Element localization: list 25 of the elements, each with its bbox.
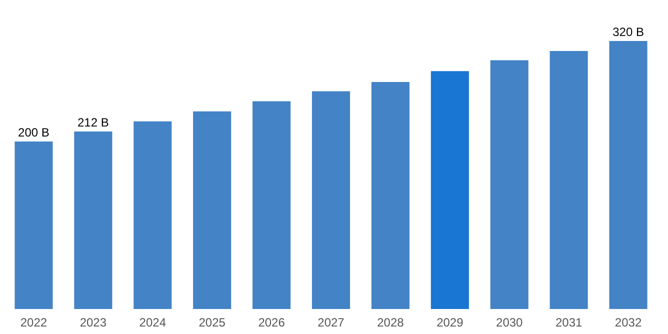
data-label: 200 B [18, 126, 50, 140]
x-tick-label: 2024 [139, 316, 166, 330]
x-tick-label: 2030 [496, 316, 524, 330]
bar [193, 111, 232, 309]
x-tick-label: 2023 [80, 316, 107, 330]
bar [312, 91, 350, 309]
bar [609, 41, 648, 309]
x-tick-label: 2029 [436, 316, 464, 330]
x-tick-label: 2031 [555, 316, 582, 330]
bar [14, 142, 53, 309]
data-label: 320 B [612, 25, 644, 39]
x-tick-label: 2025 [198, 316, 226, 330]
bar [430, 71, 469, 309]
x-tick-label: 2032 [614, 316, 642, 330]
x-tick-label: 2026 [258, 316, 286, 330]
x-tick-label: 2027 [318, 316, 345, 330]
bar [74, 131, 112, 309]
data-label: 212 B [78, 115, 109, 130]
x-tick-label: 2028 [377, 316, 404, 330]
x-tick-label: 2022 [20, 316, 48, 330]
bar [371, 82, 410, 309]
bar [550, 51, 588, 309]
bar [490, 60, 528, 309]
bar [134, 121, 172, 309]
bar [252, 101, 291, 309]
